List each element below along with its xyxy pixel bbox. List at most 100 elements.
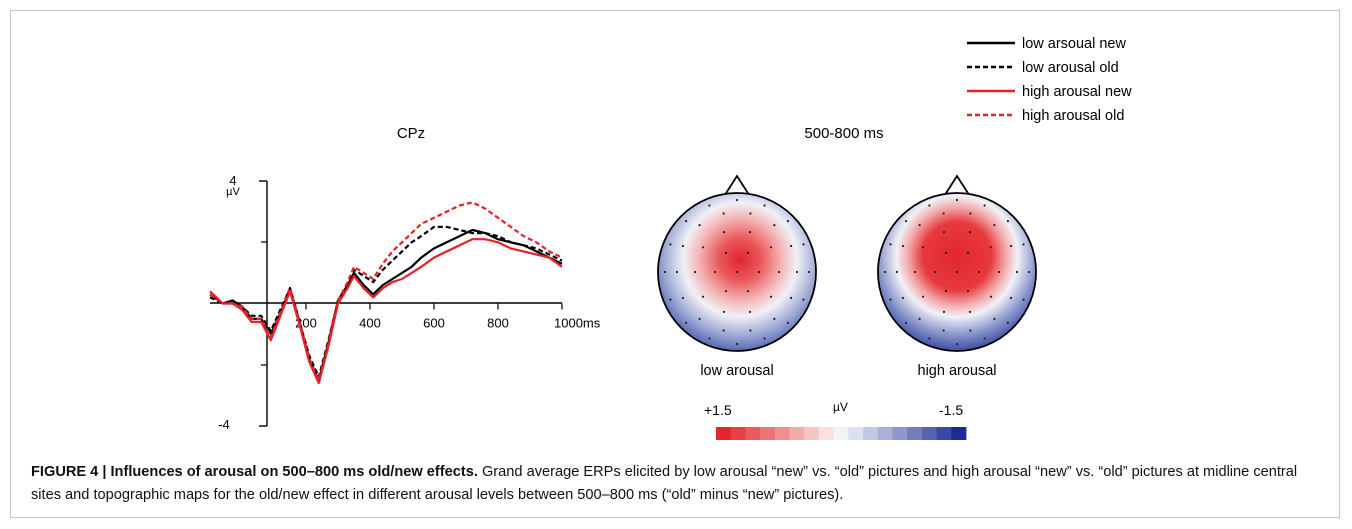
colorbar-swatch	[804, 427, 820, 440]
erp-series-line-2	[209, 238, 563, 385]
electrode-dot	[905, 220, 908, 223]
electrode-dot	[698, 224, 701, 227]
erp-series	[209, 201, 563, 385]
topo-label-low: low arousal	[700, 363, 773, 379]
electrode-dot	[942, 231, 946, 234]
electrode-dot	[983, 204, 986, 207]
electrode-dot	[713, 270, 717, 274]
electrode-dot	[722, 212, 725, 215]
electrode-dot	[1006, 321, 1010, 324]
caption-text: Grand average ERPs elicited by low arous…	[31, 464, 1298, 503]
electrode-dot	[968, 310, 972, 313]
electrode-dot	[989, 295, 993, 298]
erp-chart: CPz 4 µV -4 200 400 600 800 1000ms	[209, 125, 601, 432]
electrode-dot	[883, 270, 887, 274]
colorbar-swatch	[789, 427, 805, 440]
colorbar-swatch	[877, 427, 893, 440]
electrodes-low	[663, 198, 811, 346]
electrode-dot	[928, 337, 931, 340]
erp-series-line-1	[209, 225, 563, 379]
colorbar-swatch	[921, 427, 937, 440]
topo-map-low: low arousal	[657, 174, 817, 379]
figure-caption: FIGURE 4 | Influences of arousal on 500–…	[31, 461, 1331, 507]
electrode-dot	[735, 198, 739, 202]
colorbar-max-label: +1.5	[704, 402, 732, 418]
electrode-dot	[773, 224, 776, 227]
electrode-dot	[1027, 270, 1031, 274]
electrode-dot	[724, 290, 728, 293]
colorbar-unit-label: µV	[833, 400, 848, 414]
electrode-dot	[708, 337, 711, 340]
electrode-dot	[955, 198, 959, 202]
electrode-dot	[966, 290, 970, 293]
electrode-dot	[944, 290, 948, 293]
topo-panel: 500-800 ms low arousal high arousal +1.5…	[657, 125, 1037, 440]
electrode-dot	[777, 270, 781, 274]
erp-title: CPz	[397, 125, 425, 142]
electrode-dot	[901, 296, 905, 300]
electrode-dot	[933, 270, 937, 274]
colorbar-swatch	[936, 427, 952, 440]
electrode-dot	[722, 310, 726, 313]
figure-frame: low arsoual new low arousal old high aro…	[10, 10, 1340, 518]
legend-item-2: high arousal new	[967, 84, 1132, 100]
legend: low arsoual new low arousal old high aro…	[967, 36, 1132, 124]
topo-title: 500-800 ms	[804, 125, 883, 142]
electrode-dot	[942, 310, 946, 313]
legend-label-low-old: low arousal old	[1022, 60, 1119, 76]
erp-x-tick-label: 600	[423, 316, 445, 331]
electrode-dot	[1022, 243, 1025, 246]
electrode-dot	[802, 298, 805, 301]
electrode-dot	[955, 270, 959, 274]
electrode-dot	[748, 310, 752, 313]
electrode-dot	[969, 329, 972, 332]
erp-y-bottom-label: -4	[218, 417, 230, 432]
electrode-dot	[1022, 298, 1025, 301]
erp-y-top-label: 4	[229, 173, 236, 188]
electrode-dot	[807, 270, 811, 274]
electrode-dot	[895, 270, 899, 274]
electrode-dot	[905, 321, 908, 324]
electrode-dot	[669, 243, 672, 246]
electrode-dot	[942, 329, 945, 332]
electrode-dot	[735, 270, 739, 274]
electrode-dot	[769, 246, 773, 249]
electrode-dot	[708, 204, 711, 207]
colorbar-swatch	[863, 427, 879, 440]
colorbar-swatch	[833, 427, 849, 440]
electrode-dot	[786, 220, 790, 223]
figure-panel: low arsoual new low arousal old high aro…	[209, 36, 1132, 440]
colorbar-swatch	[818, 427, 835, 440]
electrode-dot	[722, 329, 725, 332]
colorbar-swatch	[730, 427, 746, 440]
electrode-dot	[977, 270, 981, 274]
erp-x-tick-label: 400	[359, 316, 381, 331]
electrode-dot	[701, 246, 705, 249]
colorbar-swatch	[760, 427, 776, 440]
electrode-dot	[685, 321, 688, 324]
electrode-dot	[722, 231, 726, 234]
electrode-dot	[786, 321, 790, 324]
electrode-dot	[901, 244, 905, 248]
electrode-dot	[763, 204, 766, 207]
electrode-dot	[675, 270, 679, 274]
colorbar-swatch	[907, 427, 923, 440]
erp-unit-label: µV	[226, 186, 240, 198]
electrode-dot	[724, 251, 728, 254]
electrode-dot	[942, 212, 945, 215]
topo-map-high: high arousal	[877, 174, 1037, 379]
legend-item-1: low arousal old	[967, 60, 1119, 76]
erp-x-ticks: 200 400 600 800 1000ms	[295, 303, 601, 331]
electrode-dot	[748, 231, 752, 234]
electrode-dot	[969, 212, 972, 215]
colorbar-swatch	[951, 427, 967, 440]
colorbar-swatches	[716, 427, 967, 440]
legend-label-low-new: low arsoual new	[1022, 36, 1126, 52]
electrode-dot	[685, 220, 688, 223]
electrode-dot	[918, 224, 921, 227]
electrode-dot	[802, 243, 805, 246]
electrode-dot	[746, 290, 750, 293]
electrode-dot	[989, 246, 993, 249]
erp-series-line-3	[209, 201, 563, 382]
colorbar-swatch	[716, 427, 732, 440]
